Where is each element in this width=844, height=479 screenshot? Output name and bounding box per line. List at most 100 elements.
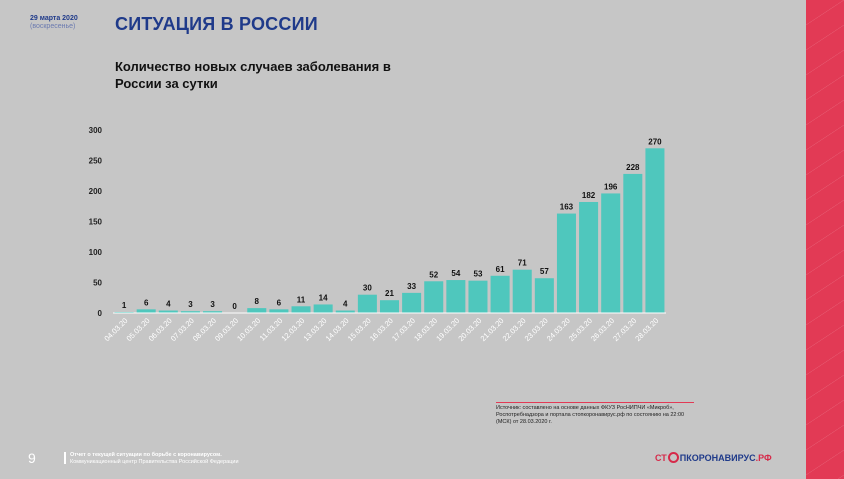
x-tick-label: 24.03.20 (545, 316, 572, 343)
virus-icon (667, 452, 679, 463)
data-label: 14 (319, 293, 328, 302)
bar (601, 193, 621, 313)
y-tick-label: 300 (89, 126, 103, 135)
x-tick-label: 16.03.20 (368, 316, 395, 343)
x-tick-label: 20.03.20 (456, 316, 483, 343)
data-label: 228 (626, 163, 640, 172)
x-axis: 04.03.2005.03.2006.03.2007.03.2008.03.20… (102, 312, 666, 343)
y-tick-label: 200 (89, 187, 103, 196)
data-label: 8 (255, 297, 260, 306)
x-tick-label: 18.03.20 (412, 316, 439, 343)
source-divider (496, 402, 694, 403)
data-label: 0 (232, 302, 237, 311)
bar (402, 292, 422, 313)
x-tick-label: 27.03.20 (611, 316, 638, 343)
data-label: 61 (496, 265, 505, 274)
bar-series (114, 148, 665, 313)
x-tick-label: 07.03.20 (169, 316, 196, 343)
x-tick-label: 17.03.20 (390, 316, 417, 343)
x-tick-label: 28.03.20 (633, 316, 660, 343)
data-label: 270 (648, 137, 662, 146)
bar (512, 269, 532, 313)
chart-subtitle: Количество новых случаев заболевания в Р… (115, 59, 391, 91)
footer-line-2: Коммуникационный центр Правительства Рос… (70, 459, 239, 465)
bar (645, 148, 665, 313)
bar (269, 309, 289, 313)
y-axis: 0 50 100 150 200 250 300 (89, 126, 103, 318)
x-tick-label: 09.03.20 (213, 316, 240, 343)
y-tick-label: 150 (89, 218, 103, 227)
bar (335, 310, 355, 313)
data-label: 52 (429, 270, 438, 279)
report-date-main: 29 марта 2020 (30, 15, 78, 22)
data-label: 4 (166, 300, 171, 309)
bar (468, 280, 488, 313)
bar (579, 201, 599, 313)
bar (158, 310, 178, 313)
bar (446, 280, 466, 313)
data-label: 71 (518, 259, 527, 268)
page-number: 9 (28, 450, 36, 466)
footer-divider (64, 452, 66, 464)
report-date-day: (воскресенье) (30, 23, 76, 30)
footer-text: Отчет о текущей ситуации по борьбе с кор… (70, 452, 239, 466)
bar (379, 300, 400, 313)
bar (424, 281, 444, 313)
data-label: 3 (188, 300, 193, 309)
report-date: 29 марта 2020 (воскресенье) (30, 15, 78, 31)
bar (136, 309, 156, 313)
bar (203, 311, 223, 313)
stopcoronavirus-logo: СТ ПКОРОНАВИРУС.РФ (655, 452, 772, 463)
x-tick-label: 15.03.20 (346, 316, 373, 343)
bar (291, 306, 311, 313)
x-tick-label: 23.03.20 (523, 316, 550, 343)
y-tick-label: 100 (89, 248, 103, 257)
x-tick-label: 21.03.20 (479, 316, 506, 343)
data-label: 3 (210, 300, 215, 309)
decorative-stripes (806, 0, 844, 479)
bar (534, 278, 554, 313)
logo-text-2: ПКОРОНАВИРУС (679, 453, 756, 463)
data-label: 21 (385, 289, 394, 298)
data-label: 11 (297, 295, 306, 304)
x-tick-label: 04.03.20 (102, 316, 129, 343)
x-tick-label: 06.03.20 (147, 316, 174, 343)
data-label: 182 (582, 191, 596, 200)
logo-text-1: СТ (655, 453, 667, 463)
bar (313, 304, 333, 313)
data-label: 6 (277, 298, 282, 307)
x-tick-label: 12.03.20 (279, 316, 306, 343)
bar (556, 213, 576, 313)
data-label: 4 (343, 300, 348, 309)
data-label: 33 (407, 282, 416, 291)
x-tick-label: 25.03.20 (567, 316, 594, 343)
x-tick-label: 05.03.20 (125, 316, 152, 343)
bar (357, 294, 377, 313)
bar (180, 311, 200, 313)
data-label: 196 (604, 182, 618, 191)
x-tick-label: 13.03.20 (302, 316, 329, 343)
x-tick-label: 10.03.20 (235, 316, 262, 343)
data-label: 6 (144, 298, 149, 307)
x-tick-label: 19.03.20 (434, 316, 461, 343)
x-tick-label: 08.03.20 (191, 316, 218, 343)
logo-text-3: .РФ (755, 453, 772, 463)
footer-line-1: Отчет о текущей ситуации по борьбе с кор… (70, 452, 222, 458)
source-note: Источник: составлено на основе данных ФК… (496, 405, 685, 425)
x-tick-label: 22.03.20 (501, 316, 528, 343)
data-label: 163 (560, 203, 574, 212)
data-label: 1 (122, 301, 127, 310)
bar (623, 173, 643, 313)
page-title: СИТУАЦИЯ В РОССИИ (115, 14, 318, 34)
y-tick-label: 0 (98, 309, 103, 318)
data-label: 54 (451, 269, 460, 278)
x-tick-label: 26.03.20 (589, 316, 616, 343)
data-label: 30 (363, 284, 372, 293)
y-tick-label: 50 (93, 279, 102, 288)
y-tick-label: 250 (89, 157, 103, 166)
x-tick-label: 14.03.20 (324, 316, 351, 343)
bar (247, 308, 267, 313)
data-label: 57 (540, 267, 549, 276)
